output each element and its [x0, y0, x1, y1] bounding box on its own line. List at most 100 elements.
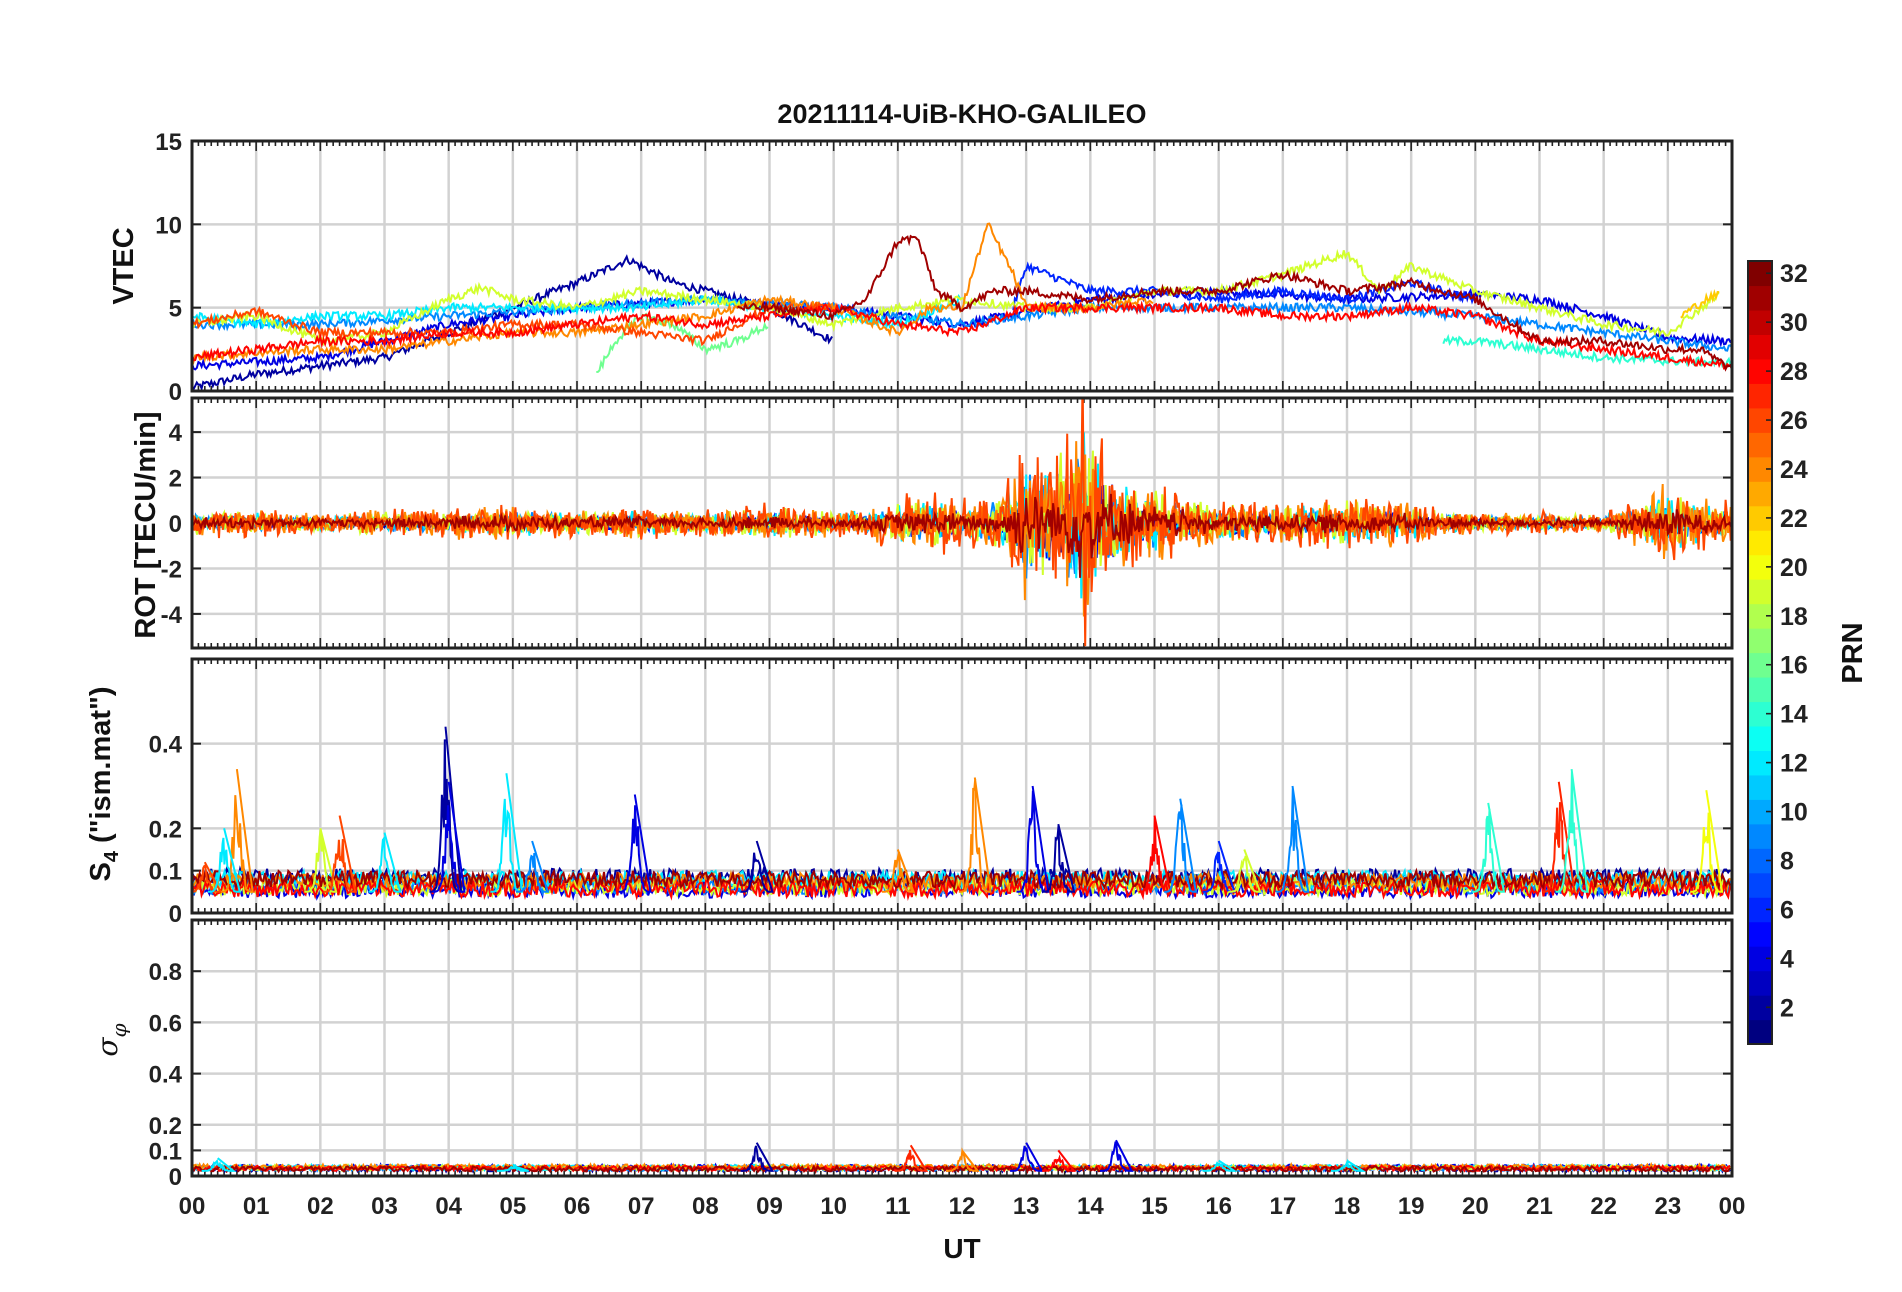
spike-prn-19 — [304, 828, 338, 893]
y-tick-label: 2 — [169, 466, 182, 493]
rot-axis-label: ROT [TECU/min] — [130, 411, 162, 638]
colorbar-tick-label: 10 — [1780, 799, 1808, 827]
colorbar-label: PRN — [1837, 622, 1869, 683]
sigma-phi-panel: 00.10.2 0.4 0.6 0.8 — [149, 918, 1734, 1191]
vtec-series-prn-19 — [192, 248, 1720, 347]
x-tick-label: 18 — [1334, 1193, 1361, 1220]
x-tick-label: 10 — [820, 1193, 847, 1220]
y-tick-label: 0.8 — [149, 959, 182, 986]
y-tick-label: 0.4 — [149, 1062, 183, 1089]
colorbar-tick-label: 30 — [1780, 309, 1808, 337]
spike-prn-27 — [894, 1144, 929, 1172]
colorbar-swatch — [1748, 872, 1772, 898]
x-tick-label: 14 — [1077, 1193, 1104, 1220]
rot-series-prn-31 — [192, 493, 1732, 578]
colorbar-tick-label: 14 — [1780, 701, 1808, 729]
spike-prn-12 — [496, 1164, 529, 1172]
x-tick-label: 05 — [499, 1193, 526, 1220]
y-tick-label: 10 — [155, 212, 182, 239]
y-tick-label: 5 — [169, 296, 182, 323]
vtec-series-prn-22 — [1680, 288, 1720, 319]
spike-prn-14 — [1555, 768, 1589, 893]
x-tick-label: 11 — [885, 1193, 910, 1220]
x-tick-label: 15 — [1141, 1193, 1168, 1220]
colorbar-swatch — [1748, 628, 1772, 654]
x-tick-label: 00 — [179, 1193, 206, 1220]
s4-panel: 0 0.1 0.2 0.4 — [149, 657, 1734, 928]
spike-prn-2 — [1042, 823, 1076, 893]
vtec-series-prn-9 — [192, 294, 1732, 353]
x-tick-label: 20 — [1462, 1193, 1489, 1220]
colorbar-tick-label: 32 — [1780, 260, 1808, 288]
spike-prn-12 — [201, 1157, 237, 1172]
rot-panel: -4 -2 0 2 4 — [161, 396, 1734, 650]
colorbar-tick-label: 18 — [1780, 603, 1808, 631]
spike-prn-24 — [946, 1147, 980, 1172]
spike-prn-24 — [220, 768, 254, 893]
x-axis-label: UT — [943, 1233, 980, 1264]
colorbar-tick-label: 16 — [1780, 652, 1808, 680]
x-tick-label: 12 — [949, 1193, 976, 1220]
x-tick-label: 13 — [1013, 1193, 1040, 1220]
x-tick-label: 23 — [1654, 1193, 1681, 1220]
spike-prn-12 — [1331, 1158, 1367, 1172]
colorbar-swatch — [1748, 383, 1772, 409]
x-tick-label: 09 — [756, 1193, 783, 1220]
spike-prn-27 — [1542, 781, 1576, 893]
x-tick-label: 17 — [1269, 1193, 1296, 1220]
panel-frame — [190, 396, 1734, 650]
y-tick-label: 0.1 — [149, 1138, 182, 1165]
spike-prn-2 — [740, 1142, 775, 1172]
y-tick-label: 0 — [169, 511, 182, 538]
spike-prn-2 — [429, 726, 463, 893]
spike-prn-4 — [1100, 1139, 1134, 1172]
colorbar-tick-label: 2 — [1780, 994, 1794, 1022]
colorbar-swatch — [1748, 774, 1772, 800]
spike-prn-28 — [1042, 1149, 1077, 1172]
spike-prn-20 — [1690, 790, 1724, 893]
colorbar-tick-label: 26 — [1780, 407, 1808, 435]
x-axis: 00 01 02 03 04 05 06 07 08 09 10 11 12 13 14 15 16 17 18 19… — [179, 1193, 1746, 1220]
colorbar-tick-label: 12 — [1780, 750, 1808, 778]
vtec-panel: 0 5 10 15 — [155, 129, 1734, 406]
vtec-series-prn-14 — [1442, 333, 1732, 369]
colorbar-swatch — [1748, 676, 1772, 703]
x-tick-label: 06 — [564, 1193, 591, 1220]
spike-prn-26 — [323, 815, 357, 893]
y-tick-label: 4 — [169, 420, 183, 447]
vtec-series-prn-26 — [192, 300, 833, 347]
vtec-series-prn-31 — [736, 234, 1732, 372]
colorbar-swatch — [1748, 823, 1772, 849]
colorbar-swatch — [1748, 481, 1772, 507]
x-tick-label: 22 — [1590, 1193, 1617, 1220]
colorbar-swatch — [1748, 334, 1772, 360]
y-tick-label: 0.2 — [149, 816, 182, 843]
y-tick-label: 15 — [155, 129, 182, 156]
x-tick-label: 19 — [1398, 1193, 1425, 1220]
baseline-series-prn-31 — [192, 867, 1732, 892]
colorbar-swatch — [1748, 285, 1772, 311]
spike-prn-14 — [1472, 802, 1506, 893]
x-tick-label: 02 — [307, 1193, 334, 1220]
spike-prn-4 — [618, 794, 652, 893]
x-tick-label: 07 — [628, 1193, 655, 1220]
s4-axis-label: S4 ("ism.mat") — [85, 687, 123, 882]
colorbar-tick-label: 6 — [1780, 896, 1794, 924]
y-tick-label: -2 — [161, 556, 182, 583]
spike-prn-9 — [1276, 785, 1310, 893]
y-tick-label: 0.4 — [149, 732, 183, 759]
x-tick-label: 08 — [692, 1193, 719, 1220]
colorbar-tick-label: 28 — [1780, 358, 1808, 386]
y-tick-label: 0.6 — [149, 1010, 182, 1037]
y-tick-label: 0 — [169, 1164, 182, 1191]
panel-frame — [190, 139, 1734, 393]
spike-prn-2 — [740, 840, 774, 893]
spike-prn-4 — [1010, 1142, 1044, 1172]
colorbar-tick-label: 4 — [1780, 945, 1794, 973]
spike-prn-12 — [368, 832, 402, 893]
vtec-axis-label: VTEC — [108, 227, 140, 304]
colorbar-swatch — [1748, 530, 1772, 556]
x-tick-label: 03 — [371, 1193, 398, 1220]
y-tick-label: 0 — [169, 379, 182, 406]
